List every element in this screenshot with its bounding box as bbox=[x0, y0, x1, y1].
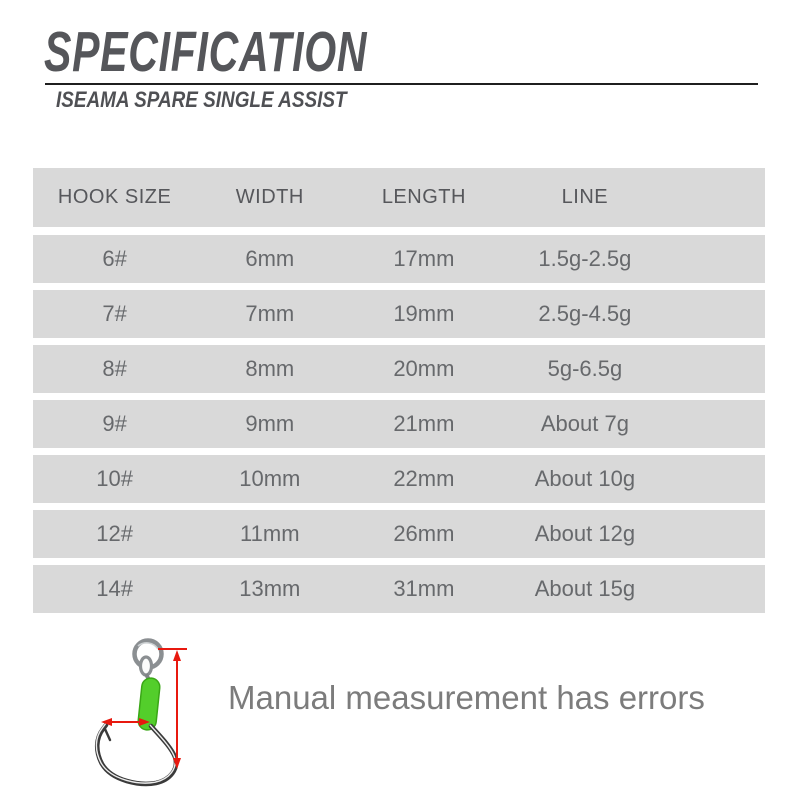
hook-illustration bbox=[94, 638, 187, 787]
column-header-width: WIDTH bbox=[235, 186, 304, 208]
page-title: SPECIFICATION bbox=[44, 20, 368, 84]
table-cell: 26mm bbox=[393, 521, 455, 546]
table-row: 6# 6mm 17mm 1.5g-2.5g bbox=[33, 235, 765, 283]
table-cell: 7# bbox=[102, 301, 127, 326]
ring-highlight bbox=[137, 642, 159, 650]
table-cell: 5g-6.5g bbox=[547, 356, 623, 381]
table-cell: 8# bbox=[102, 356, 127, 381]
table-cell: 10# bbox=[96, 466, 133, 491]
table-cell: 2.5g-4.5g bbox=[538, 301, 632, 326]
table-header-row: HOOK SIZE WIDTH LENGTH LINE bbox=[33, 168, 765, 227]
length-arrow bbox=[158, 648, 187, 769]
table-row: 7# 7mm 19mm 2.5g-4.5g bbox=[33, 290, 765, 338]
table-cell: About 7g bbox=[540, 411, 629, 436]
table-cell: 10mm bbox=[239, 466, 301, 491]
table-cell: 7mm bbox=[245, 301, 295, 326]
hook-wire bbox=[94, 722, 179, 787]
table-cell: 6# bbox=[102, 246, 127, 271]
table-cell: 21mm bbox=[393, 411, 455, 436]
column-header-line: LINE bbox=[561, 186, 609, 208]
column-header-hook-size: HOOK SIZE bbox=[57, 186, 172, 208]
table-cell: 6mm bbox=[245, 246, 295, 271]
footnote: Manual measurement has errors bbox=[228, 679, 705, 716]
table-cell: 17mm bbox=[393, 246, 455, 271]
table-cell: 19mm bbox=[393, 301, 455, 326]
table-cell: 9# bbox=[102, 411, 127, 436]
hook-barb bbox=[103, 727, 112, 742]
table-cell: 9mm bbox=[245, 411, 295, 436]
table-cell: 13mm bbox=[239, 576, 301, 601]
table-row: 12# 11mm 26mm About 12g bbox=[33, 510, 765, 558]
table-cell: About 10g bbox=[534, 466, 636, 491]
table-cell: About 15g bbox=[534, 576, 636, 601]
table-cell: About 12g bbox=[534, 521, 636, 546]
table-row: 14# 13mm 31mm About 15g bbox=[33, 565, 765, 613]
table-cell: 20mm bbox=[393, 356, 455, 381]
table-row: 9# 9mm 21mm About 7g bbox=[33, 400, 765, 448]
width-arrow bbox=[101, 718, 150, 726]
page-subtitle: ISEAMA SPARE SINGLE ASSIST bbox=[56, 87, 347, 112]
hook-wire-highlight bbox=[95, 723, 176, 784]
table-cell: 12# bbox=[96, 521, 133, 546]
table-body: 6# 6mm 17mm 1.5g-2.5g 7# 7mm 19mm 2.5g-4.5g 8# 8m… bbox=[33, 235, 765, 613]
table-cell: 1.5g-2.5g bbox=[538, 246, 632, 271]
table-cell: 22mm bbox=[393, 466, 455, 491]
table-cell: 11mm bbox=[240, 521, 300, 546]
hook-eye-icon bbox=[138, 655, 154, 677]
table-cell: 8mm bbox=[245, 356, 295, 381]
title-underline bbox=[45, 83, 758, 85]
spec-table: HOOK SIZE WIDTH LENGTH LINE 6# 6mm 17mm 1.5… bbox=[33, 168, 765, 620]
table-row: 10# 10mm 22mm About 10g bbox=[33, 455, 765, 503]
table-row: 8# 8mm 20mm 5g-6.5g bbox=[33, 345, 765, 393]
shrink-tube-icon bbox=[137, 677, 161, 731]
table-cell: 14# bbox=[96, 576, 133, 601]
column-header-length: LENGTH bbox=[381, 186, 466, 208]
table-cell: 31mm bbox=[393, 576, 455, 601]
